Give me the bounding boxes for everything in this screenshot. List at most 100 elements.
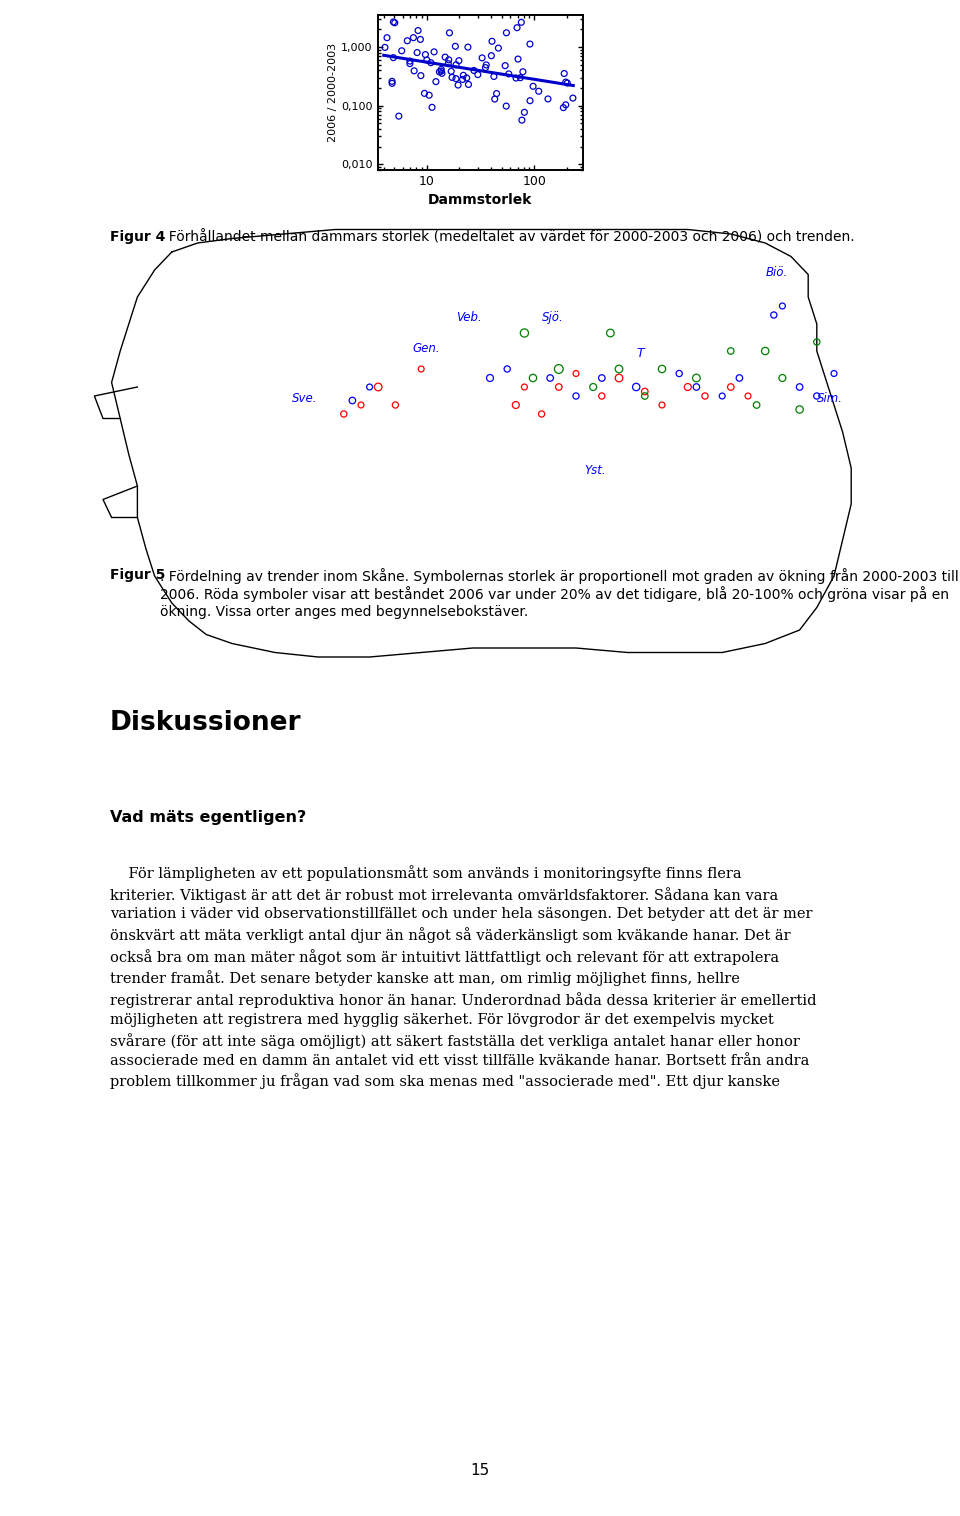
Point xyxy=(394,38,409,62)
Point xyxy=(655,393,670,417)
Point xyxy=(792,374,807,399)
Text: T: T xyxy=(636,347,644,359)
Point xyxy=(409,41,424,65)
Point xyxy=(487,86,502,111)
Point xyxy=(484,44,499,68)
Point xyxy=(525,74,540,99)
Text: Diskussioner: Diskussioner xyxy=(110,709,301,735)
Point xyxy=(508,393,523,417)
Point xyxy=(513,65,528,89)
Point xyxy=(740,384,756,408)
Text: För lämpligheten av ett populationsmått som används i monitoringsyfte finns fler: För lämpligheten av ett populationsmått … xyxy=(110,866,817,1090)
Y-axis label: 2006 / 2000-2003: 2006 / 2000-2003 xyxy=(328,42,338,143)
Text: Biö.: Biö. xyxy=(765,265,787,279)
Point xyxy=(377,35,393,59)
Point xyxy=(479,53,494,77)
Point xyxy=(612,365,627,390)
Point xyxy=(516,100,532,124)
Point xyxy=(534,402,549,426)
Point xyxy=(491,36,506,61)
Point xyxy=(688,374,704,399)
Point xyxy=(655,356,670,381)
Point xyxy=(827,361,842,385)
Point xyxy=(522,88,538,112)
Point xyxy=(434,58,449,82)
Point xyxy=(417,82,432,106)
Point xyxy=(459,65,474,89)
Point xyxy=(379,26,395,50)
Point xyxy=(560,71,575,96)
Point xyxy=(612,356,627,381)
Point xyxy=(438,45,453,70)
X-axis label: Dammstorlek: Dammstorlek xyxy=(428,194,532,208)
Point xyxy=(402,49,418,73)
Point xyxy=(406,26,421,50)
Point xyxy=(478,56,493,80)
Point xyxy=(757,340,773,364)
Point xyxy=(510,15,525,39)
Point xyxy=(482,365,497,390)
Point xyxy=(448,53,464,77)
Point xyxy=(413,27,428,52)
Point xyxy=(499,21,515,45)
Text: Vad mäts egentligen?: Vad mäts egentligen? xyxy=(110,810,306,825)
Point xyxy=(345,388,360,412)
Point xyxy=(467,58,482,82)
Point xyxy=(423,50,439,74)
Point xyxy=(470,62,486,86)
Point xyxy=(424,96,440,120)
Point xyxy=(516,59,531,83)
Point xyxy=(353,393,369,417)
Point xyxy=(428,70,444,94)
Text: Figur 5: Figur 5 xyxy=(110,568,165,582)
Point xyxy=(386,45,401,70)
Point xyxy=(448,67,464,91)
Text: Sjö.: Sjö. xyxy=(541,311,564,324)
Point xyxy=(432,59,447,83)
Point xyxy=(497,53,513,77)
Point xyxy=(499,356,515,381)
Point xyxy=(461,73,476,97)
Point xyxy=(474,45,490,70)
Point xyxy=(732,365,747,390)
Point xyxy=(680,374,695,399)
Point xyxy=(410,18,425,42)
Point xyxy=(386,9,401,33)
Point xyxy=(460,35,475,59)
Text: . Förhållandet mellan dammars storlek (medeltalet av värdet för 2000-2003 och 20: . Förhållandet mellan dammars storlek (m… xyxy=(160,230,854,244)
Point xyxy=(516,374,532,399)
Point xyxy=(525,365,540,390)
Point xyxy=(775,294,790,318)
Point xyxy=(434,61,449,85)
Point xyxy=(509,65,524,89)
Point xyxy=(515,108,530,132)
Point xyxy=(484,29,499,53)
Point xyxy=(414,356,429,381)
Text: . Fördelning av trender inom Skåne. Symbolernas storlek är proportionell mot gra: . Fördelning av trender inom Skåne. Symb… xyxy=(160,568,959,619)
Point xyxy=(558,92,573,117)
Point xyxy=(586,374,601,399)
Point xyxy=(551,356,566,381)
Point xyxy=(629,374,644,399)
Point xyxy=(451,49,467,73)
Point xyxy=(441,52,456,76)
Point xyxy=(362,374,377,399)
Point xyxy=(456,64,471,88)
Point xyxy=(792,397,807,421)
Point xyxy=(714,384,730,408)
Point xyxy=(637,384,653,408)
Text: Yst.: Yst. xyxy=(585,464,606,478)
Point xyxy=(558,70,573,94)
Point xyxy=(388,393,403,417)
Point xyxy=(749,393,764,417)
Point xyxy=(384,70,399,94)
Text: Sim.: Sim. xyxy=(817,393,843,405)
Point xyxy=(568,361,584,385)
Point xyxy=(637,379,653,403)
Point xyxy=(775,365,790,390)
Text: Sve.: Sve. xyxy=(292,393,318,405)
Point xyxy=(413,64,428,88)
Point xyxy=(766,303,781,327)
Point xyxy=(434,59,449,83)
Point xyxy=(371,374,386,399)
